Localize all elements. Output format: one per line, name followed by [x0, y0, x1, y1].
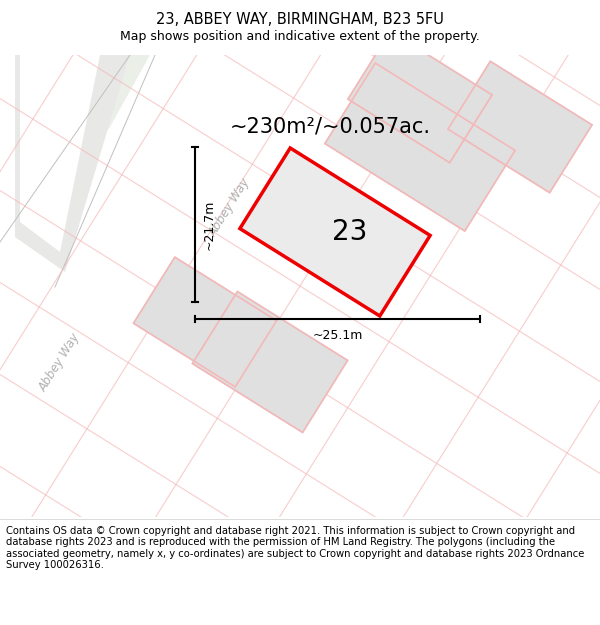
Polygon shape	[133, 257, 277, 387]
Text: 23: 23	[332, 218, 368, 246]
Polygon shape	[325, 63, 515, 231]
Polygon shape	[348, 31, 492, 162]
Polygon shape	[15, 55, 130, 272]
Text: Map shows position and indicative extent of the property.: Map shows position and indicative extent…	[120, 30, 480, 43]
Polygon shape	[193, 291, 347, 432]
Text: Abbey Way: Abbey Way	[207, 176, 253, 239]
Text: ~230m²/~0.057ac.: ~230m²/~0.057ac.	[230, 117, 431, 137]
Polygon shape	[448, 61, 592, 192]
Polygon shape	[0, 55, 130, 287]
Text: ~21.7m: ~21.7m	[203, 199, 216, 249]
Text: ~25.1m: ~25.1m	[313, 329, 362, 342]
Text: Contains OS data © Crown copyright and database right 2021. This information is : Contains OS data © Crown copyright and d…	[6, 526, 584, 571]
Text: 23, ABBEY WAY, BIRMINGHAM, B23 5FU: 23, ABBEY WAY, BIRMINGHAM, B23 5FU	[156, 12, 444, 27]
Polygon shape	[240, 148, 430, 316]
Text: Abbey Way: Abbey Way	[37, 331, 83, 394]
Polygon shape	[0, 55, 150, 207]
